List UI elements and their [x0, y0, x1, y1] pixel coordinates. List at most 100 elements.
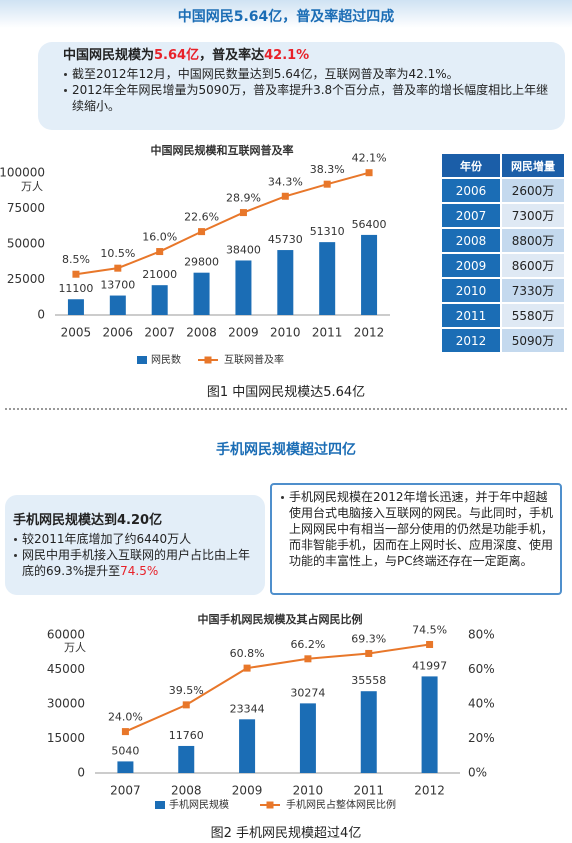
- bullet-text: 较2011年底增加了约6440万人: [22, 532, 192, 546]
- year-cell: 2006: [442, 179, 500, 202]
- y2-tick-label: 60%: [468, 662, 495, 676]
- y-tick-label: 15000: [47, 731, 85, 745]
- line-marker: [365, 169, 373, 177]
- line: [75, 171, 370, 276]
- line-value-label: 74.5%: [412, 623, 447, 636]
- summary-title: 中国网民规模为5.64亿，普及率达42.1%: [63, 48, 553, 64]
- table-header: 年份: [442, 154, 500, 177]
- increment-cell: 8800万: [502, 229, 564, 252]
- line-value-label: 39.5%: [169, 684, 204, 697]
- legend-swatch: [155, 801, 165, 809]
- x-tick-label: 2009: [232, 784, 263, 798]
- line-marker: [243, 664, 251, 672]
- bar-value-label: 21000: [142, 268, 177, 281]
- x-tick-label: 2011: [312, 326, 343, 340]
- increment-cell: 7300万: [502, 204, 564, 227]
- y-tick-label: 100000: [0, 166, 45, 180]
- line-marker: [114, 264, 122, 272]
- y-tick-label: 0: [37, 308, 45, 322]
- x-tick-label: 2005: [61, 326, 92, 340]
- note-text: 手机网民规模在2012年增长迅速，并于年中超越使用台式电脑接入互联网的网民。与此…: [289, 490, 554, 568]
- table-header: 网民增量: [502, 154, 564, 177]
- bar-value-label: 5040: [111, 744, 139, 757]
- bar: [235, 260, 252, 315]
- mobile-summary-box: 手机网民规模达到4.20亿 较2011年底增加了约6440万人 网民中用手机接入…: [5, 495, 265, 595]
- line-value-label: 42.1%: [352, 152, 387, 165]
- title-highlight: 5.64亿: [154, 48, 200, 63]
- bar-value-label: 29800: [184, 256, 219, 269]
- bar: [277, 250, 294, 315]
- title-part: 中国网民规模为: [63, 48, 155, 63]
- y-axis-unit: 万人: [21, 180, 43, 193]
- x-tick-label: 2010: [293, 784, 324, 798]
- y-tick-label: 0: [77, 766, 85, 780]
- y-tick-label: 25000: [7, 272, 45, 286]
- chart-title: 中国手机网民规模及其占网民比例: [198, 612, 363, 626]
- bar-value-label: 23344: [230, 702, 265, 715]
- bullet: 网民中用手机接入互联网的用户占比由上年底的69.3%提升至74.5%: [13, 547, 257, 579]
- header-band: [0, 0, 572, 28]
- bar-value-label: 11100: [58, 282, 93, 295]
- y-tick-label: 75000: [7, 201, 45, 215]
- x-tick-label: 2007: [110, 784, 141, 798]
- chart-title: 中国网民规模和互联网普及率: [151, 143, 294, 157]
- line-marker: [72, 270, 80, 278]
- increment-table: 年份 网民增量 2006 2600万 2007 7300万 2008 8800万 2009 86…: [440, 152, 566, 354]
- bar-value-label: 38400: [226, 243, 261, 256]
- y2-tick-label: 40%: [468, 697, 495, 711]
- y2-tick-label: 20%: [468, 731, 495, 745]
- increment-cell: 2600万: [502, 179, 564, 202]
- line-marker: [281, 192, 289, 200]
- line-value-label: 60.8%: [230, 647, 265, 660]
- year-cell: 2008: [442, 229, 500, 252]
- bar-value-label: 13700: [100, 279, 135, 292]
- note-box: 手机网民规模在2012年增长迅速，并于年中超越使用台式电脑接入互联网的网民。与此…: [270, 483, 562, 595]
- line-marker: [198, 228, 206, 236]
- bar-value-label: 51310: [310, 225, 345, 238]
- bullet: 手机网民规模在2012年增长迅速，并于年中超越使用台式电脑接入互联网的网民。与此…: [280, 489, 554, 569]
- increment-cell: 5580万: [502, 304, 564, 327]
- bar-value-label: 11760: [169, 729, 204, 742]
- legend-swatch: [137, 356, 147, 364]
- year-cell: 2012: [442, 329, 500, 352]
- bullet-highlight: 74.5%: [120, 564, 159, 578]
- bar: [239, 719, 256, 773]
- increment-cell: 5090万: [502, 329, 564, 352]
- y2-tick-label: 0%: [468, 766, 487, 780]
- bar: [151, 285, 168, 315]
- separator: [5, 408, 567, 410]
- summary-box: 中国网民规模为5.64亿，普及率达42.1% 截至2012年12月，中国网民数量…: [38, 42, 565, 130]
- line: [125, 643, 430, 733]
- section-title: 手机网民规模超过四亿: [216, 442, 356, 458]
- line-value-label: 22.6%: [184, 211, 219, 224]
- bullet-text: 截至2012年12月，中国网民数量达到5.64亿，互联网普及率为42.1%。: [72, 67, 459, 81]
- x-tick-label: 2007: [144, 326, 175, 340]
- bar-value-label: 35558: [351, 674, 386, 687]
- x-tick-label: 2010: [270, 326, 301, 340]
- line-value-label: 10.5%: [100, 247, 135, 260]
- bar: [178, 745, 195, 773]
- bar-value-label: 30274: [290, 686, 325, 699]
- title-part: ，普及率达: [199, 48, 265, 63]
- bar: [421, 676, 438, 773]
- year-cell: 2009: [442, 254, 500, 277]
- year-cell: 2011: [442, 304, 500, 327]
- bar: [117, 761, 134, 773]
- bullet-text: 2012年全年网民增量为5090万，普及率提升3.8个百分点，普及率的增长幅度相…: [72, 83, 549, 113]
- legend-label: 手机网民占整体网民比例: [286, 798, 396, 811]
- line-value-label: 38.3%: [310, 163, 345, 176]
- y-tick-label: 30000: [47, 697, 85, 711]
- line-marker: [304, 655, 312, 663]
- line-value-label: 24.0%: [108, 711, 143, 724]
- y-tick-label: 45000: [47, 662, 85, 676]
- x-tick-label: 2009: [228, 326, 259, 340]
- y-tick-label: 50000: [7, 237, 45, 251]
- line-marker: [323, 180, 331, 188]
- bar: [67, 299, 84, 315]
- section-title: 中国网民5.64亿，普及率超过四成: [177, 9, 395, 25]
- x-tick-label: 2006: [103, 326, 134, 340]
- bar: [109, 295, 126, 315]
- legend-label: 手机网民规模: [169, 798, 229, 811]
